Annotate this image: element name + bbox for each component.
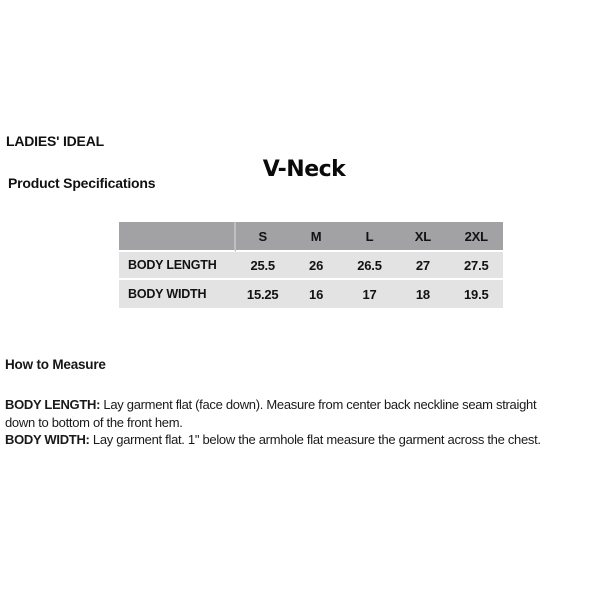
cell-body-width-s: 15.25 <box>236 280 290 308</box>
cell-body-length-l: 26.5 <box>342 252 397 280</box>
instruction-body-width: BODY WIDTH: Lay garment flat. 1" below t… <box>5 431 557 449</box>
cell-body-length-m: 26 <box>289 252 343 280</box>
instruction-term-body-length: BODY LENGTH: <box>5 397 101 412</box>
row-label-body-width: BODY WIDTH <box>119 280 236 308</box>
section-title: Product Specifications <box>8 175 156 191</box>
table-header-blank-cell <box>119 222 236 252</box>
brand-title: LADIES' IDEAL <box>6 133 104 149</box>
col-header-size-xl: XL <box>396 222 450 252</box>
how-to-measure-heading: How to Measure <box>5 357 106 372</box>
col-header-size-s: S <box>236 222 290 252</box>
cell-body-width-m: 16 <box>289 280 343 308</box>
cell-body-length-s: 25.5 <box>236 252 290 280</box>
instruction-text-body-width: Lay garment flat. 1" below the armhole f… <box>92 432 541 447</box>
col-header-size-l: L <box>342 222 397 252</box>
table-row-body-length: BODY LENGTH 25.5 26 26.5 27 27.5 <box>119 252 503 280</box>
col-header-size-m: M <box>289 222 343 252</box>
cell-body-length-xl: 27 <box>396 252 450 280</box>
col-header-size-2xl: 2XL <box>449 222 503 252</box>
table-header-row: S M L XL 2XL <box>119 222 503 252</box>
instruction-term-body-width: BODY WIDTH: <box>5 432 90 447</box>
product-title: V-Neck <box>262 157 346 182</box>
measure-instructions: BODY LENGTH: Lay garment flat (face down… <box>5 396 557 449</box>
cell-body-width-2xl: 19.5 <box>449 280 503 308</box>
size-spec-table: S M L XL 2XL BODY LENGTH 25.5 26 26.5 27… <box>119 222 503 308</box>
cell-body-width-l: 17 <box>342 280 397 308</box>
instruction-body-length: BODY LENGTH: Lay garment flat (face down… <box>5 396 557 431</box>
cell-body-width-xl: 18 <box>396 280 450 308</box>
cell-body-length-2xl: 27.5 <box>449 252 503 280</box>
instruction-text-body-length: Lay garment flat (face down). Measure fr… <box>5 397 537 430</box>
table-row-body-width: BODY WIDTH 15.25 16 17 18 19.5 <box>119 280 503 308</box>
row-label-body-length: BODY LENGTH <box>119 252 236 280</box>
